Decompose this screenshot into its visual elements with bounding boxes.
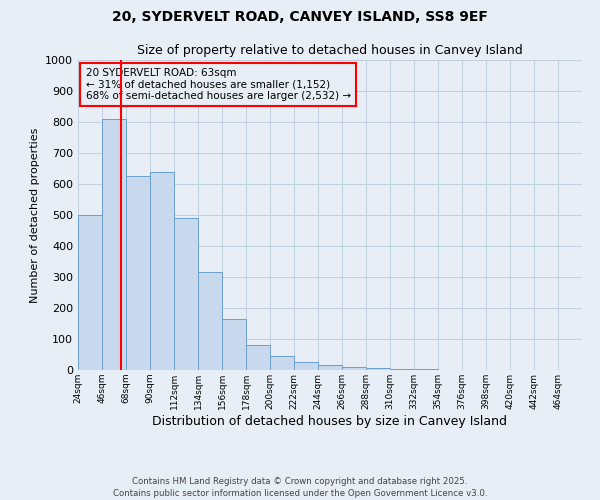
Bar xyxy=(246,345,270,370)
Text: 20 SYDERVELT ROAD: 63sqm
← 31% of detached houses are smaller (1,152)
68% of sem: 20 SYDERVELT ROAD: 63sqm ← 31% of detach… xyxy=(86,68,350,101)
Bar xyxy=(342,367,366,370)
Bar xyxy=(222,319,246,370)
Bar xyxy=(126,176,150,370)
Y-axis label: Number of detached properties: Number of detached properties xyxy=(29,128,40,302)
Bar xyxy=(318,366,342,370)
Bar xyxy=(366,368,390,370)
Title: Size of property relative to detached houses in Canvey Island: Size of property relative to detached ho… xyxy=(137,44,523,58)
X-axis label: Distribution of detached houses by size in Canvey Island: Distribution of detached houses by size … xyxy=(152,414,508,428)
Text: 20, SYDERVELT ROAD, CANVEY ISLAND, SS8 9EF: 20, SYDERVELT ROAD, CANVEY ISLAND, SS8 9… xyxy=(112,10,488,24)
Text: Contains HM Land Registry data © Crown copyright and database right 2025.
Contai: Contains HM Land Registry data © Crown c… xyxy=(113,476,487,498)
Bar xyxy=(78,215,102,370)
Bar xyxy=(390,369,414,370)
Bar xyxy=(294,362,318,370)
Bar xyxy=(150,172,174,370)
Bar xyxy=(270,356,294,370)
Bar xyxy=(198,272,222,370)
Bar xyxy=(102,119,126,370)
Bar xyxy=(174,218,198,370)
